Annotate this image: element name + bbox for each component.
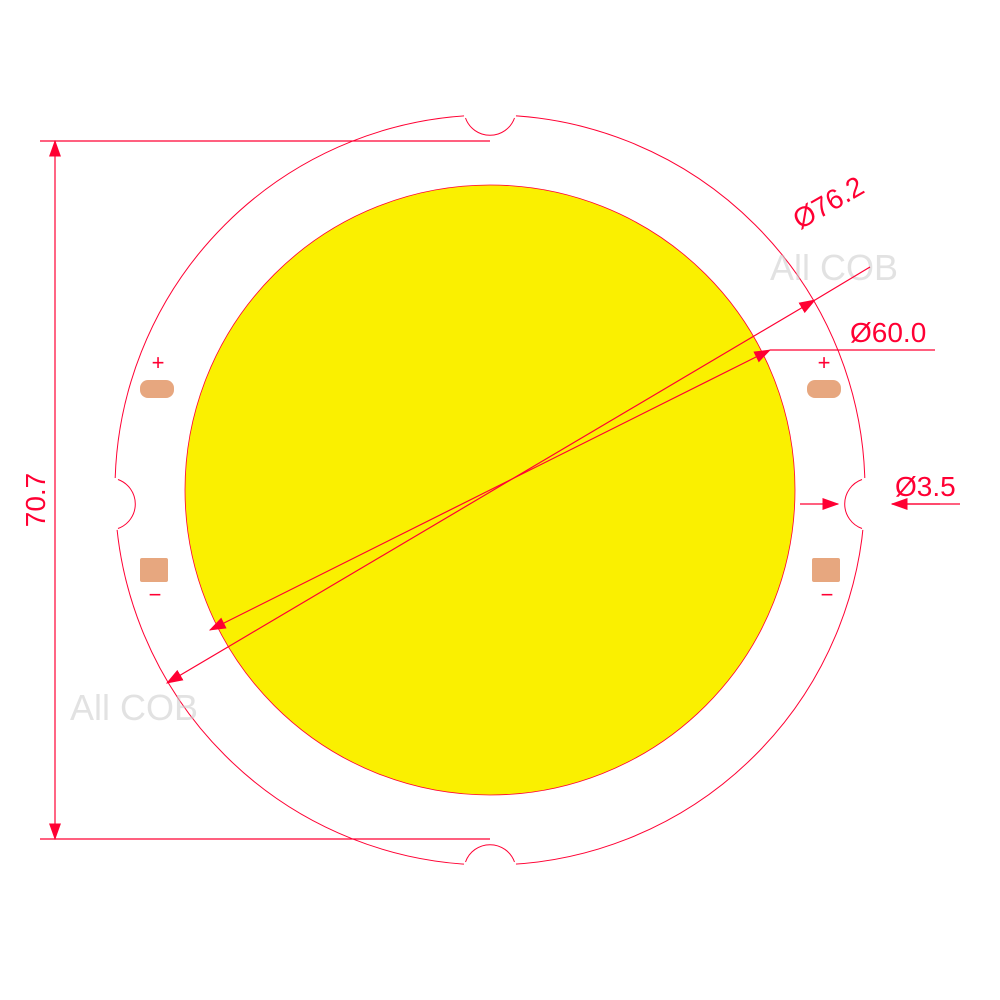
polarity-plus-left: + <box>152 350 165 375</box>
pad-right-bottom <box>812 558 840 582</box>
technical-drawing: + − + − All COB All COB 70.7 Ø76.2 Ø60.0… <box>0 0 1000 1000</box>
pad-left-top <box>140 380 174 398</box>
watermark-bottom-left: All COB <box>70 687 198 728</box>
dim-width-label: 70.7 <box>20 473 51 528</box>
pad-right-top <box>807 380 841 398</box>
polarity-plus-right: + <box>818 350 831 375</box>
dim-hole-label: Ø3.5 <box>895 471 956 502</box>
polarity-minus-right: − <box>821 582 834 607</box>
dim-inner-dia-label: Ø60.0 <box>850 317 926 348</box>
dim-outer-dia-label: Ø76.2 <box>788 170 870 235</box>
watermark-top-right: All COB <box>770 247 898 288</box>
pad-left-bottom <box>140 558 168 582</box>
polarity-minus-left: − <box>149 582 162 607</box>
